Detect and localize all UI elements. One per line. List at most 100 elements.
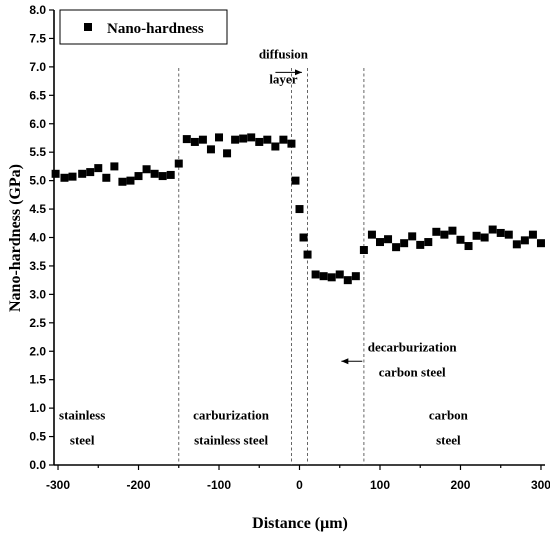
x-tick-label: -200	[127, 478, 151, 492]
data-point	[174, 159, 183, 168]
y-tick-label: 2.5	[29, 316, 46, 330]
data-point	[488, 225, 497, 234]
data-point	[384, 235, 393, 244]
annotations: diffusion layer decarburization carbon stee…	[59, 46, 469, 447]
data-point	[126, 176, 135, 185]
annotation-stainless-line: stainless	[59, 408, 105, 423]
data-point	[327, 273, 336, 282]
data-point	[198, 135, 207, 144]
x-tick-label: 100	[370, 478, 390, 492]
data-point	[86, 168, 95, 177]
data-point	[239, 134, 248, 143]
data-point	[432, 227, 441, 236]
data-point	[536, 239, 545, 248]
data-point	[464, 242, 473, 251]
data-point	[271, 142, 280, 151]
data-point	[291, 176, 300, 185]
data-point	[134, 172, 143, 181]
data-point	[303, 250, 312, 259]
y-tick-label: 7.5	[29, 31, 46, 45]
y-tick-label: 5.5	[29, 145, 46, 159]
data-point	[351, 272, 360, 281]
data-point	[182, 135, 191, 144]
data-point	[375, 238, 384, 247]
data-point	[512, 240, 521, 249]
data-point	[408, 232, 417, 241]
annotation-carb_stainless-line: stainless steel	[194, 433, 268, 448]
data-point	[263, 135, 272, 144]
data-point	[142, 165, 151, 174]
data-point	[299, 233, 308, 242]
annotation-decarb-line: carbon steel	[379, 364, 446, 379]
legend-marker	[84, 23, 92, 31]
y-tick-label: 6.0	[29, 117, 46, 131]
data-point	[60, 173, 69, 182]
data-point	[255, 137, 264, 146]
y-tick-label: 5.0	[29, 174, 46, 188]
x-tick-label: 0	[296, 478, 303, 492]
data-point	[416, 240, 425, 249]
data-point	[472, 231, 481, 240]
data-point	[295, 205, 304, 214]
x-axis-title: Distance (μm)	[252, 515, 348, 532]
data-point	[520, 236, 529, 245]
annotation-diffusion-line: diffusion	[259, 46, 309, 61]
data-point	[68, 172, 77, 181]
region-dividers	[178, 68, 365, 465]
y-tick-label: 4.0	[29, 231, 46, 245]
x-tick-label: 200	[450, 478, 470, 492]
annotation-carb_stainless-line: carburization	[193, 408, 270, 423]
data-point	[400, 239, 409, 248]
data-point	[78, 169, 87, 178]
annotation-diffusion-line: layer	[269, 71, 297, 86]
data-point	[166, 170, 175, 179]
data-point	[150, 169, 159, 178]
y-tick-label: 4.5	[29, 202, 46, 216]
annotation-decarb-line: decarburization	[368, 339, 458, 354]
y-tick-label: 3.5	[29, 259, 46, 273]
data-point	[158, 172, 167, 181]
x-tick-label: -300	[46, 478, 70, 492]
data-point	[496, 228, 505, 237]
data-point	[51, 169, 60, 178]
data-point	[319, 272, 328, 281]
y-tick-label: 0.0	[29, 458, 46, 472]
data-point	[359, 246, 368, 255]
data-point	[504, 230, 513, 239]
data-point	[448, 226, 457, 235]
annotation-carbon-line: carbon	[429, 408, 469, 423]
annotation-carbon-line: steel	[436, 433, 461, 448]
y-axis-title: Nano-hardness (GPa)	[7, 164, 24, 312]
x-tick-label: 300	[531, 478, 550, 492]
data-point	[480, 233, 489, 242]
data-point	[528, 230, 537, 239]
data-point	[311, 270, 320, 279]
y-tick-label: 1.0	[29, 401, 46, 415]
data-point	[110, 162, 119, 171]
data-point	[247, 133, 256, 142]
y-tick-label: 2.0	[29, 344, 46, 358]
data-point	[231, 135, 240, 144]
y-tick-label: 7.0	[29, 60, 46, 74]
data-point	[223, 149, 232, 158]
legend-label: Nano-hardness	[107, 21, 204, 37]
y-tick-label: 6.5	[29, 88, 46, 102]
y-tick-label: 8.0	[29, 3, 46, 17]
y-tick-label: 0.5	[29, 430, 46, 444]
data-point	[102, 173, 111, 182]
data-point	[440, 230, 449, 239]
y-tick-label: 1.5	[29, 373, 46, 387]
data-points	[51, 133, 545, 285]
data-point	[118, 177, 127, 186]
x-tick-label: -100	[207, 478, 231, 492]
data-point	[94, 164, 103, 173]
y-tick-label: 3.0	[29, 287, 46, 301]
data-point	[190, 137, 199, 146]
data-point	[335, 270, 344, 279]
data-point	[343, 276, 352, 285]
annotation-stainless-line: steel	[70, 433, 95, 448]
data-point	[367, 230, 376, 239]
legend: Nano-hardness	[59, 9, 228, 45]
data-point	[279, 135, 288, 144]
